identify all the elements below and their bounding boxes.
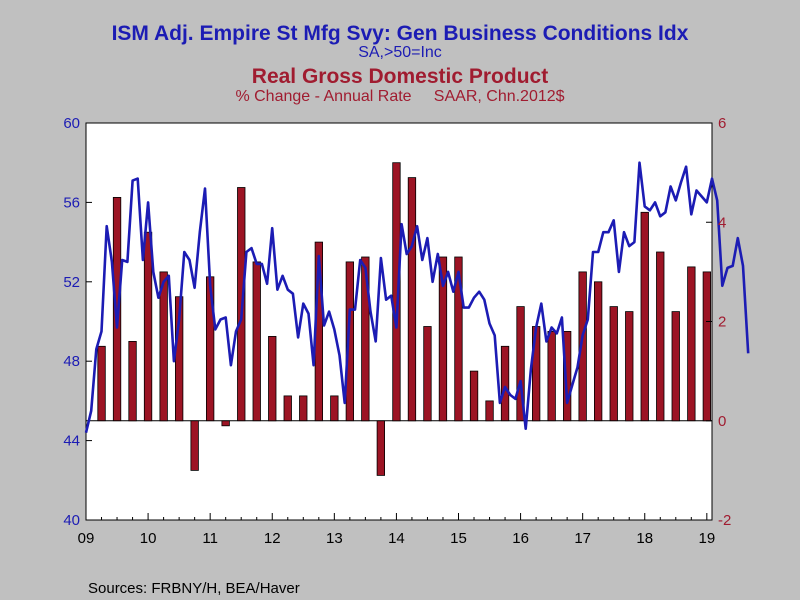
gdp-bar bbox=[407, 177, 417, 422]
gdp-bar bbox=[656, 251, 665, 422]
right-axis: -2 0 2 4 6 bbox=[706, 115, 731, 529]
x-tick-label: 10 bbox=[140, 530, 157, 547]
right-tick-label: 2 bbox=[718, 314, 726, 331]
gdp-bar bbox=[345, 261, 355, 422]
gdp-bar bbox=[578, 271, 587, 422]
gdp-bar bbox=[485, 400, 494, 422]
gdp-bar bbox=[594, 281, 603, 422]
gdp-bar bbox=[330, 395, 339, 422]
gdp-bar bbox=[361, 256, 370, 422]
left-tick-label: 48 bbox=[63, 353, 80, 370]
x-tick-label: 16 bbox=[512, 530, 529, 547]
ism-line bbox=[84, 161, 750, 434]
left-tick-label: 40 bbox=[63, 512, 80, 529]
gdp-bar bbox=[221, 420, 230, 427]
gdp-bar bbox=[516, 306, 525, 422]
gdp-bar bbox=[190, 420, 199, 471]
gdp-bar bbox=[112, 196, 122, 422]
right-tick-label: 0 bbox=[718, 413, 726, 430]
gdp-bar bbox=[159, 271, 168, 422]
gdp-bar bbox=[702, 271, 711, 422]
x-tick-label: 14 bbox=[388, 530, 405, 547]
left-tick-label: 56 bbox=[63, 194, 80, 211]
gdp-bar bbox=[469, 370, 479, 422]
right-tick-label: 4 bbox=[718, 214, 726, 231]
source-note: Sources: FRBNY/H, BEA/Haver bbox=[88, 580, 300, 597]
gdp-bar bbox=[143, 231, 153, 422]
gdp-bar bbox=[609, 306, 618, 422]
gdp-bar bbox=[671, 311, 680, 422]
x-tick-label: 11 bbox=[202, 530, 218, 547]
right-tick-label: -2 bbox=[718, 512, 731, 529]
titles: ISM Adj. Empire St Mfg Svy: Gen Business… bbox=[112, 22, 689, 105]
right-tick-label: 6 bbox=[718, 115, 726, 132]
gdp-bar bbox=[640, 211, 649, 422]
gdp-bars bbox=[97, 162, 711, 476]
gdp-bar bbox=[376, 420, 386, 476]
gdp-bar bbox=[563, 330, 572, 422]
gdp-bar bbox=[547, 330, 556, 422]
chart-title-2: SA,>50=Inc bbox=[358, 44, 442, 61]
left-tick-label: 44 bbox=[63, 433, 80, 450]
x-tick-label: 18 bbox=[636, 530, 653, 547]
chart-title-1: ISM Adj. Empire St Mfg Svy: Gen Business… bbox=[112, 22, 689, 45]
gdp-bar bbox=[128, 340, 137, 422]
x-tick-label: 12 bbox=[264, 530, 281, 547]
gdp-bar bbox=[252, 261, 261, 422]
x-tick-label: 09 bbox=[78, 530, 95, 547]
x-tick-label: 19 bbox=[698, 530, 715, 547]
left-tick-label: 60 bbox=[63, 115, 80, 132]
x-tick-label: 13 bbox=[326, 530, 343, 547]
x-tick-label: 17 bbox=[574, 530, 591, 547]
chart-title-3: Real Gross Domestic Product bbox=[252, 65, 548, 88]
x-tick-label: 15 bbox=[450, 530, 467, 547]
left-axis: 40 44 48 52 56 60 bbox=[63, 115, 92, 529]
gdp-bar bbox=[283, 395, 292, 422]
x-axis: 09 10 11 12 13 14 15 16 17 18 19 bbox=[78, 513, 715, 547]
chart-title-4: % Change - Annual Rate SAAR, Chn.2012$ bbox=[235, 88, 564, 105]
gdp-bar bbox=[687, 266, 696, 422]
gdp-bar bbox=[268, 335, 277, 422]
gdp-bar bbox=[392, 162, 401, 422]
left-tick-label: 52 bbox=[63, 274, 80, 291]
gdp-bar bbox=[438, 256, 448, 422]
gdp-bar bbox=[299, 395, 308, 422]
gdp-bar bbox=[625, 311, 634, 422]
gdp-bar bbox=[423, 326, 432, 422]
gdp-bar bbox=[500, 345, 510, 422]
gdp-bar bbox=[97, 345, 106, 422]
gdp-bar bbox=[454, 256, 463, 422]
